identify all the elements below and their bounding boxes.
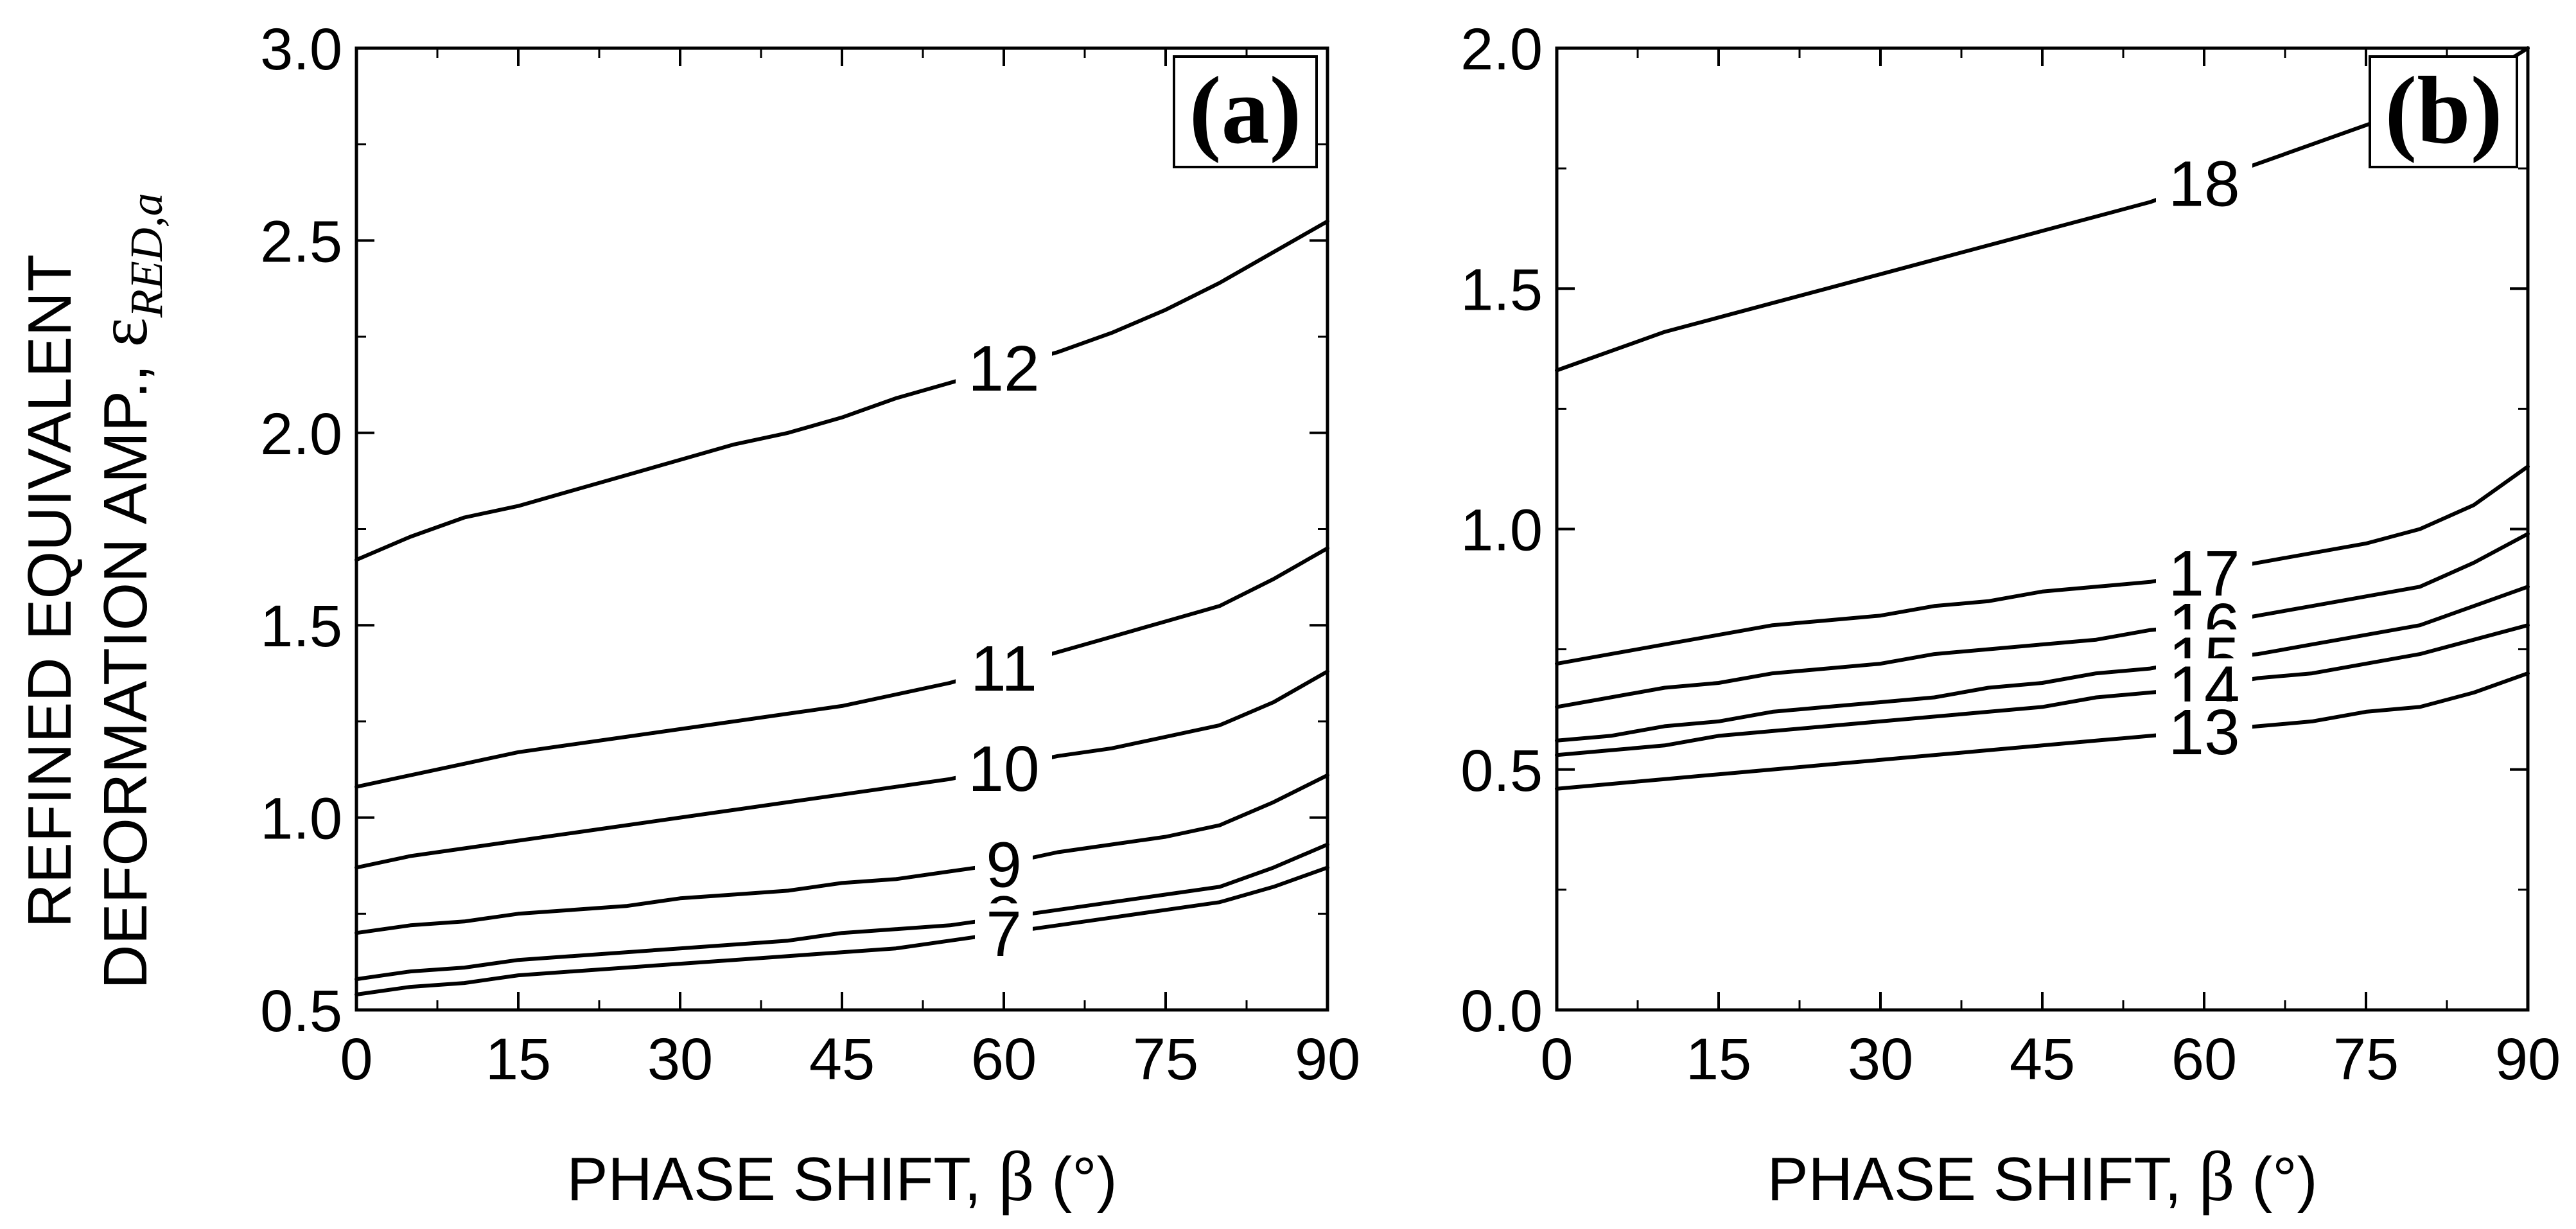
contour-label-mask-9 [975,834,1033,894]
y-axis-title-line2-text: DEFORMATION AMP., [91,347,160,989]
panel-b-curves [1555,46,2530,791]
panel-b-x-axis-title-text: PHASE SHIFT, [1767,1145,2198,1214]
y-tick-label: 2.0 [260,402,342,467]
contour-label-10: 10 [968,733,1039,805]
panel-b-contour-labels: 181716151413 [2156,148,2252,768]
contour-label-13: 13 [2168,696,2239,768]
contour-label-7: 7 [986,898,1022,970]
y-axis-title: REFINED EQUIVALENT DEFORMATION AMP., εRE… [15,193,172,989]
x-tick-label: 75 [1133,1027,1198,1092]
contour-line-12 [355,219,1329,562]
panel-a-tag: (a) [1189,57,1302,164]
y-axis-title-line1: REFINED EQUIVALENT [15,254,84,928]
y-tick-label: 0.5 [260,978,342,1044]
panel-a-x-axis-symbol: β [999,1137,1035,1216]
panel-a-x-axis-title-text: PHASE SHIFT, [566,1145,998,1214]
contour-line-13 [1555,671,2530,791]
x-tick-label: 90 [2495,1027,2561,1092]
x-tick-label: 30 [647,1027,713,1092]
contour-label-mask-10 [956,738,1052,797]
y-tick-label: 2.5 [260,209,342,274]
panel-a-contour-labels: 121110987 [956,333,1052,970]
contour-line-7 [355,865,1329,996]
panel-b-plot-frame [1555,46,2530,1012]
contour-label-11: 11 [970,633,1037,705]
contour-label-mask-18 [2156,153,2252,213]
panel-a-x-axis-unit: (°) [1035,1145,1117,1214]
y-tick-label: 2.0 [1460,17,1543,82]
y-tick-label: 0.0 [1460,978,1543,1044]
contour-label-mask-13 [2156,701,2252,761]
y-axis-title-line2: DEFORMATION AMP., εRED,a [83,193,172,989]
x-tick-label: 0 [1540,1027,1573,1092]
contour-label-18: 18 [2168,148,2239,220]
panel-a-plot-frame [355,46,1329,1012]
contour-label-mask-7 [975,903,1033,963]
y-tick-label: 1.0 [1460,498,1543,563]
x-tick-label: 60 [2171,1027,2237,1092]
x-tick-label: 45 [2010,1027,2075,1092]
panel-a-ticks: 0 15 30 45 60 75 90 0.5 1.0 1.5 2.0 2.5 3.0 [260,17,1360,1092]
panel-a-curves [355,219,1329,996]
y-tick-label: 0.5 [1460,738,1543,804]
contour-line-16 [1555,532,2530,709]
panel-a-tag-box [1173,55,1318,168]
panel-b-tag-box [2369,55,2518,168]
panel-b-x-axis-unit: (°) [2235,1145,2318,1214]
contour-line-15 [1555,585,2530,743]
y-tick-label: 1.0 [260,786,342,852]
y-axis-symbol: ε [83,317,162,347]
panel-a-x-axis-title: PHASE SHIFT, β (°) [566,1137,1117,1216]
contour-line-17 [1555,464,2530,666]
y-tick-label: 3.0 [260,17,342,82]
contour-label-mask-11 [956,638,1052,698]
contour-label-mask-12 [956,338,1052,398]
panel-b-x-axis-title: PHASE SHIFT, β (°) [1767,1137,2317,1216]
panel-b: 0 15 30 45 60 75 90 0.0 0.5 1.0 1.5 2.0 18171615141… [1460,17,2561,1216]
x-tick-label: 75 [2333,1027,2399,1092]
y-axis-subscript: RED,a [121,193,172,318]
x-tick-label: 45 [809,1027,875,1092]
contour-line-9 [355,773,1329,935]
contour-label-12: 12 [968,333,1039,405]
x-tick-label: 0 [340,1027,372,1092]
contour-line-14 [1555,623,2530,757]
x-tick-label: 15 [486,1027,551,1092]
y-tick-label: 1.5 [1460,257,1543,323]
contour-label-mask-17 [2156,542,2252,602]
panel-b-ticks: 0 15 30 45 60 75 90 0.0 0.5 1.0 1.5 2.0 [1460,17,2561,1092]
y-tick-label: 1.5 [260,594,342,659]
x-tick-label: 60 [971,1027,1037,1092]
contour-line-10 [355,669,1329,870]
contour-line-8 [355,842,1329,982]
contour-line-11 [355,546,1329,789]
x-tick-label: 15 [1686,1027,1751,1092]
x-tick-label: 90 [1295,1027,1360,1092]
x-tick-label: 30 [1848,1027,1913,1092]
panel-b-tag: (b) [2385,57,2502,164]
contour-line-18 [1555,46,2530,373]
panel-b-x-axis-symbol: β [2199,1137,2235,1216]
